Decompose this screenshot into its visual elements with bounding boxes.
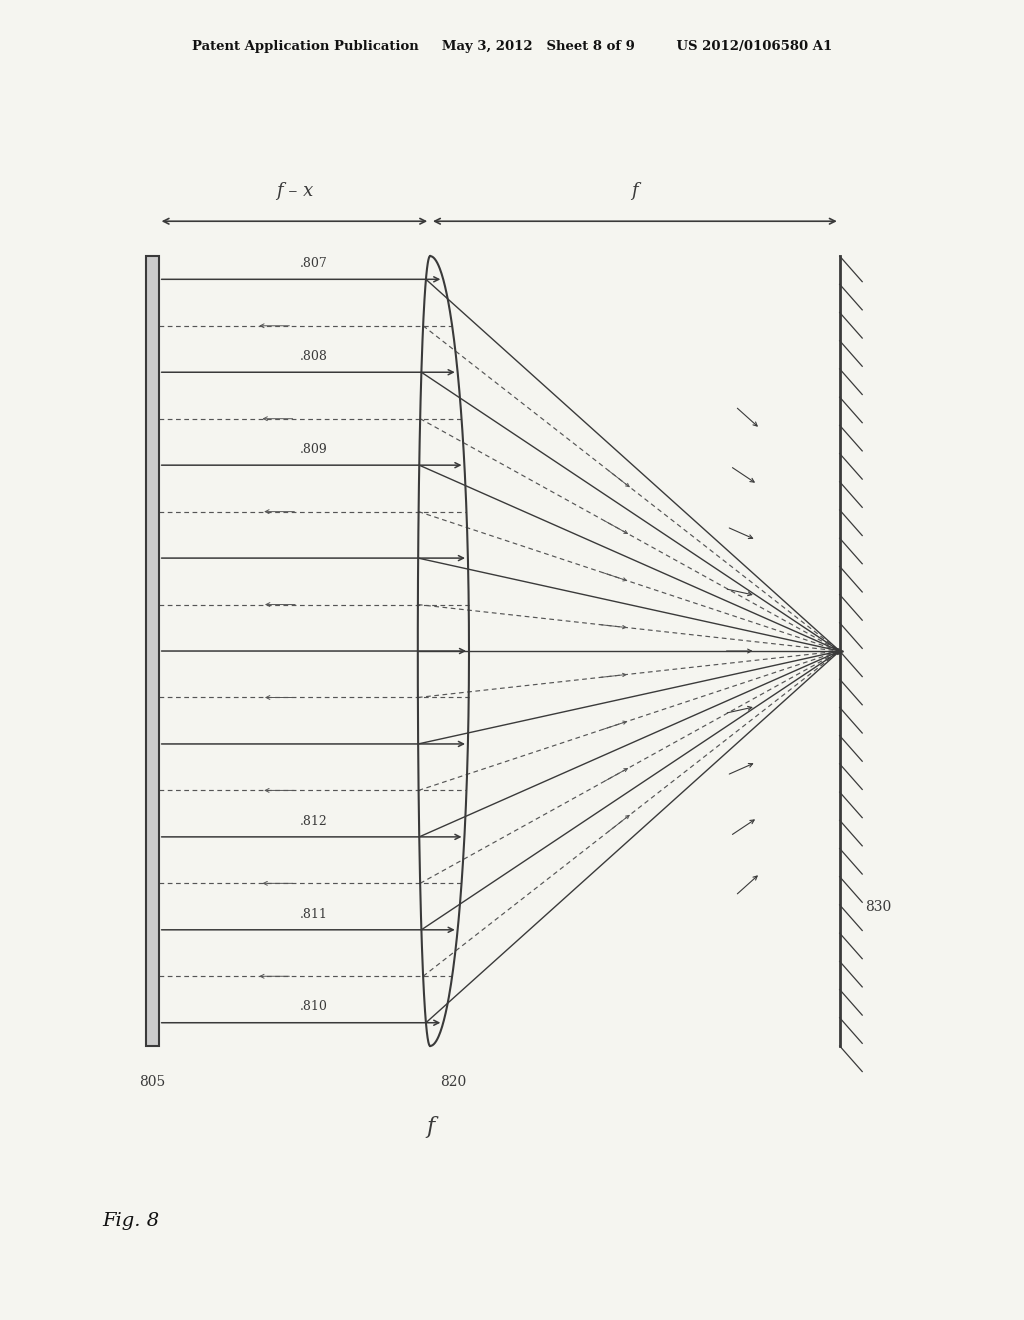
Text: .809: .809 (300, 444, 328, 455)
Text: .811: .811 (300, 908, 328, 920)
Bar (146, 256, 159, 1045)
Text: .807: .807 (300, 257, 328, 271)
Text: f: f (632, 182, 638, 201)
Text: Patent Application Publication     May 3, 2012   Sheet 8 of 9         US 2012/01: Patent Application Publication May 3, 20… (191, 40, 833, 53)
Text: f: f (426, 1115, 434, 1138)
Text: 820: 820 (440, 1074, 467, 1089)
Text: .810: .810 (300, 1001, 328, 1014)
Text: f – x: f – x (275, 182, 313, 201)
Text: 830: 830 (865, 899, 892, 913)
Text: Fig. 8: Fig. 8 (102, 1212, 160, 1230)
Text: 805: 805 (139, 1074, 166, 1089)
Text: .812: .812 (300, 814, 328, 828)
Text: .808: .808 (300, 350, 328, 363)
